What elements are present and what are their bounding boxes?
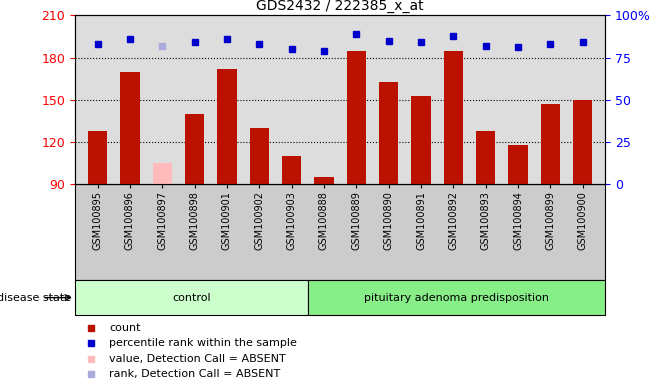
Text: rank, Detection Call = ABSENT: rank, Detection Call = ABSENT (109, 369, 281, 379)
Bar (75, 280, 308, 315)
Bar (314, 177, 334, 184)
Bar (217, 69, 236, 184)
Bar (185, 114, 204, 184)
Bar (476, 131, 495, 184)
Bar (120, 72, 139, 184)
Bar (152, 163, 172, 184)
Text: value, Detection Call = ABSENT: value, Detection Call = ABSENT (109, 354, 286, 364)
Bar (541, 104, 560, 184)
Text: disease state: disease state (0, 293, 72, 303)
Text: pituitary adenoma predisposition: pituitary adenoma predisposition (364, 293, 549, 303)
Bar (573, 100, 592, 184)
Text: count: count (109, 323, 141, 333)
Text: percentile rank within the sample: percentile rank within the sample (109, 338, 298, 348)
Bar (88, 131, 107, 184)
Bar (411, 96, 431, 184)
Bar (444, 51, 463, 184)
Bar (346, 51, 366, 184)
Bar (308, 280, 605, 315)
Title: GDS2432 / 222385_x_at: GDS2432 / 222385_x_at (256, 0, 424, 13)
Bar (249, 128, 269, 184)
Text: control: control (172, 293, 211, 303)
Bar (508, 145, 528, 184)
Bar (379, 81, 398, 184)
Bar (282, 156, 301, 184)
